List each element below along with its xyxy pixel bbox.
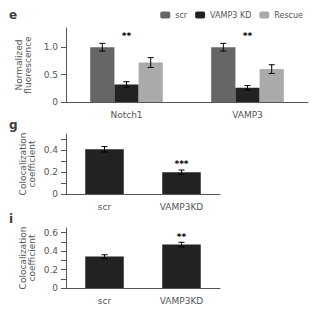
svg-text:fluorescence: fluorescence (23, 36, 33, 94)
svg-text:scr: scr (98, 202, 112, 212)
svg-text:0.4: 0.4 (44, 246, 59, 256)
svg-text:**: ** (177, 232, 187, 242)
svg-text:0: 0 (52, 283, 58, 293)
svg-text:0.2: 0.2 (44, 265, 58, 275)
svg-text:VAMP3: VAMP3 (232, 110, 263, 120)
svg-text:***: *** (174, 159, 188, 169)
svg-text:g: g (9, 118, 18, 132)
svg-text:0: 0 (52, 189, 58, 199)
svg-text:Normalized: Normalized (14, 39, 25, 91)
svg-text:VAMP3 KD: VAMP3 KD (210, 11, 251, 20)
svg-text:Colocalization: Colocalization (17, 132, 28, 196)
svg-text:**: ** (122, 31, 132, 41)
svg-text:0: 0 (52, 97, 58, 107)
svg-text:VAMP3KD: VAMP3KD (160, 296, 204, 306)
svg-text:Notch1: Notch1 (110, 110, 142, 120)
svg-text:scr: scr (98, 296, 112, 306)
svg-text:0.6: 0.6 (44, 228, 59, 238)
svg-text:e: e (9, 8, 17, 22)
svg-text:coefficient: coefficient (27, 140, 37, 187)
svg-text:coefficient: coefficient (27, 234, 37, 281)
svg-text:1.0: 1.0 (44, 42, 59, 52)
svg-text:0.4: 0.4 (44, 145, 59, 155)
svg-text:Colocalization: Colocalization (17, 226, 28, 290)
svg-text:0.5: 0.5 (44, 70, 58, 80)
svg-text:VAMP3KD: VAMP3KD (160, 202, 204, 212)
svg-text:i: i (9, 212, 13, 226)
svg-text:**: ** (243, 31, 253, 41)
svg-text:Rescue: Rescue (274, 11, 303, 20)
svg-text:scr: scr (175, 11, 188, 20)
svg-text:0.2: 0.2 (44, 167, 58, 177)
